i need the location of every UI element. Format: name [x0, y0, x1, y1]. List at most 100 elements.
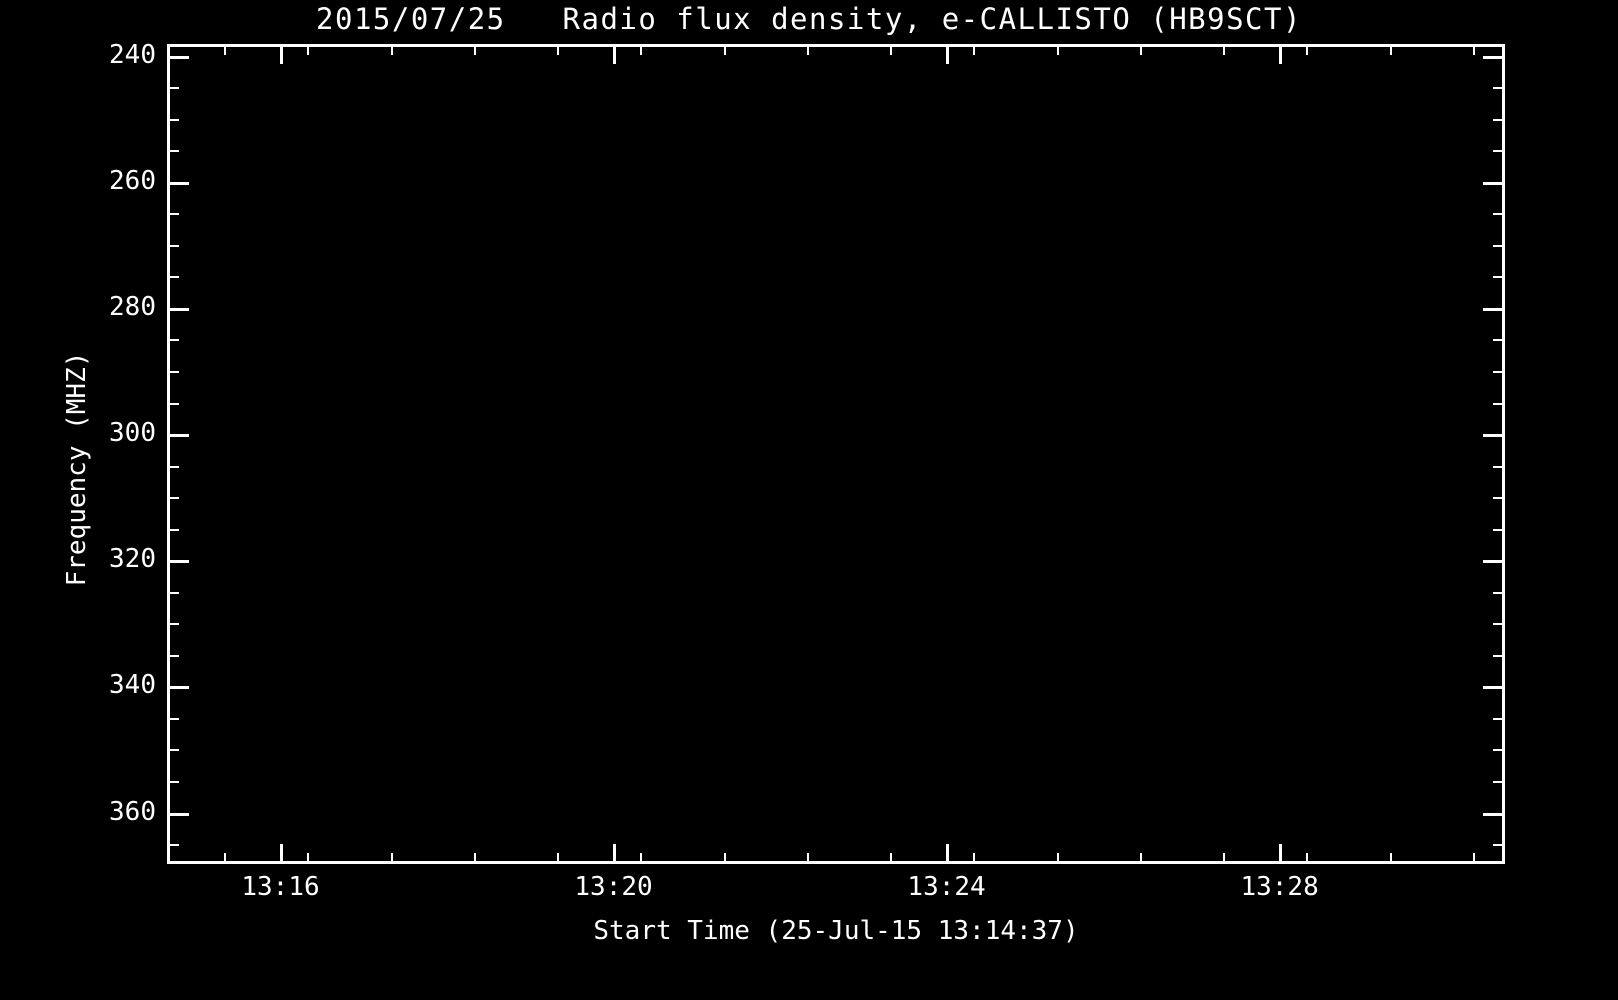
x-axis-minor-tick — [224, 853, 226, 864]
y-axis-minor-tick — [167, 402, 179, 405]
y-axis-minor-tick — [1493, 623, 1505, 626]
x-axis-minor-tick — [1223, 853, 1226, 864]
x-axis-tick — [279, 844, 283, 864]
y-axis-minor-tick — [1493, 465, 1505, 468]
y-axis-tick — [1483, 812, 1505, 816]
x-axis-minor-tick — [806, 853, 809, 864]
y-axis-tick — [167, 812, 189, 816]
y-axis-tick-label: 260 — [109, 165, 156, 196]
y-axis-tick — [1483, 686, 1505, 690]
x-axis-tick-label: 13:24 — [907, 872, 986, 902]
y-axis-tick — [1483, 55, 1505, 59]
y-axis-minor-tick — [1493, 749, 1505, 752]
x-axis-minor-tick — [390, 44, 393, 55]
page-title: 2015/07/25 Radio flux density, e-CALLIST… — [316, 2, 1302, 36]
y-axis-tick-label: 280 — [109, 291, 156, 322]
y-axis-minor-tick — [1493, 371, 1505, 373]
x-axis-tick — [945, 844, 949, 864]
y-axis-minor-tick — [167, 749, 179, 752]
x-axis-minor-tick — [1306, 853, 1309, 864]
y-axis-minor-tick — [1493, 339, 1505, 342]
x-axis-title: Start Time (25-Jul-15 13:14:37) — [593, 916, 1079, 946]
x-axis-minor-tick — [640, 44, 643, 55]
x-axis-tick — [1278, 44, 1282, 64]
x-axis-minor-tick — [1389, 44, 1392, 55]
x-axis-tick — [612, 844, 616, 864]
x-axis-minor-tick — [1139, 44, 1142, 55]
x-axis-minor-tick — [723, 853, 726, 864]
x-axis-minor-tick — [557, 853, 560, 864]
x-axis-tick — [945, 44, 949, 64]
x-axis-minor-tick — [473, 44, 476, 55]
x-axis-tick — [612, 44, 616, 64]
y-axis-tick-label: 240 — [109, 39, 156, 70]
y-axis-minor-tick — [167, 118, 179, 121]
y-axis-tick — [167, 181, 189, 185]
y-axis-tick-label: 360 — [109, 796, 156, 827]
y-axis-tick-label: 340 — [109, 670, 156, 701]
y-axis-minor-tick — [167, 591, 179, 594]
y-axis-tick — [167, 434, 189, 438]
y-axis-minor-tick — [167, 528, 179, 531]
x-axis-minor-tick — [890, 44, 893, 55]
y-axis-minor-tick — [167, 497, 179, 500]
x-axis-minor-tick — [1472, 853, 1475, 864]
y-axis-minor-tick — [1493, 402, 1505, 405]
x-axis-minor-tick — [1056, 44, 1059, 55]
x-axis-minor-tick — [806, 44, 809, 55]
x-axis-minor-tick — [557, 44, 560, 55]
x-axis-tick — [1278, 844, 1282, 864]
y-axis-minor-tick — [167, 717, 179, 720]
y-axis-minor-tick — [1493, 591, 1505, 594]
x-axis-minor-tick — [1306, 44, 1309, 55]
x-axis-minor-tick — [307, 44, 310, 55]
y-axis-minor-tick — [1493, 150, 1505, 153]
y-axis-minor-tick — [167, 276, 179, 279]
y-axis-tick-label: 320 — [109, 544, 156, 575]
y-axis-minor-tick — [1493, 244, 1505, 247]
x-axis-minor-tick — [1389, 853, 1392, 864]
x-axis-tick-label: 13:20 — [574, 872, 653, 902]
y-axis-minor-tick — [167, 339, 179, 342]
x-axis-minor-tick — [723, 44, 726, 55]
y-axis-minor-tick — [167, 87, 179, 90]
x-axis-tick-label: 13:28 — [1240, 872, 1319, 902]
y-axis-tick — [1483, 434, 1505, 438]
y-axis-minor-tick — [1493, 87, 1505, 90]
y-axis-tick — [167, 560, 189, 564]
x-axis-minor-tick — [1223, 44, 1226, 55]
x-axis-minor-tick — [1139, 853, 1142, 864]
y-axis-minor-tick — [1493, 844, 1505, 847]
y-axis-tick — [1483, 307, 1505, 311]
y-axis-minor-tick — [167, 150, 179, 153]
x-axis-minor-tick — [640, 853, 643, 864]
x-axis-minor-tick — [890, 853, 893, 864]
y-axis-minor-tick — [1493, 276, 1505, 279]
y-axis-minor-tick — [167, 371, 179, 373]
y-axis-minor-tick — [1493, 213, 1505, 216]
x-axis-tick-label: 13:16 — [241, 872, 320, 902]
y-axis-minor-tick — [167, 465, 179, 468]
y-axis-minor-tick — [167, 244, 179, 247]
y-axis-title: Frequency (MHZ) — [62, 351, 92, 587]
y-axis-minor-tick — [1493, 528, 1505, 531]
x-axis-minor-tick — [1056, 853, 1059, 864]
y-axis-minor-tick — [1493, 781, 1505, 783]
y-axis-minor-tick — [167, 654, 179, 657]
x-axis-minor-tick — [973, 853, 976, 864]
y-axis-tick-label: 300 — [109, 418, 156, 449]
y-axis-minor-tick — [167, 213, 179, 216]
y-axis-minor-tick — [1493, 717, 1505, 720]
y-axis-minor-tick — [1493, 118, 1505, 121]
y-axis-tick — [167, 55, 189, 59]
y-axis-minor-tick — [1493, 497, 1505, 500]
x-axis-minor-tick — [973, 44, 976, 55]
y-axis-tick — [1483, 181, 1505, 185]
x-axis-minor-tick — [224, 44, 226, 55]
x-axis-minor-tick — [390, 853, 393, 864]
y-axis-minor-tick — [167, 844, 179, 847]
x-axis-minor-tick — [473, 853, 476, 864]
y-axis-tick — [167, 686, 189, 690]
y-axis-tick — [167, 307, 189, 311]
x-axis-minor-tick — [1472, 44, 1475, 55]
